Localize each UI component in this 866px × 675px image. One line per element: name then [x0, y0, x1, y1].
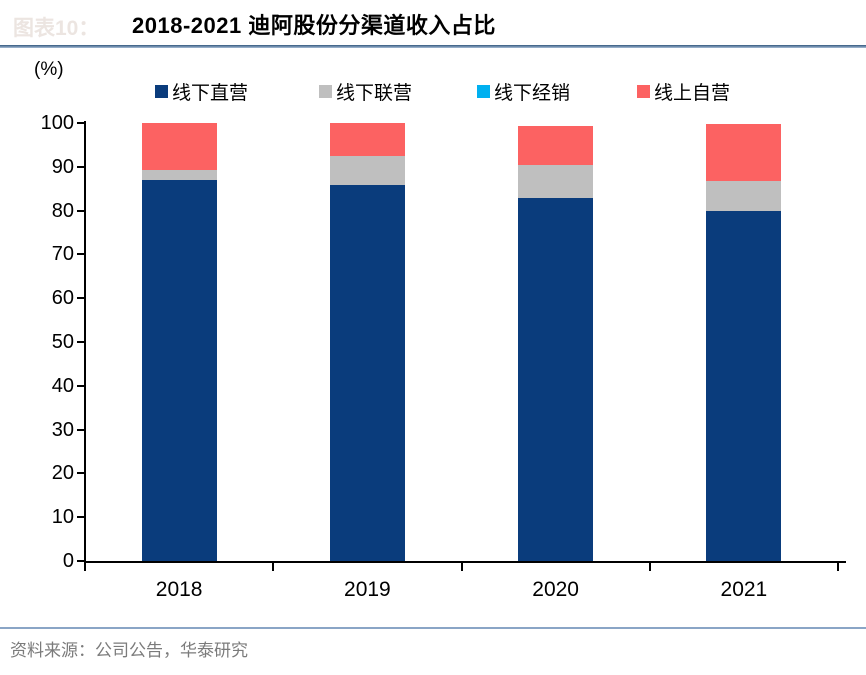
- bar-segment: [706, 181, 782, 211]
- legend-swatch-icon: [637, 84, 650, 98]
- y-axis-tick: [77, 253, 84, 256]
- y-axis-tick: [77, 341, 84, 343]
- y-axis-tick-label: 0: [62, 550, 74, 572]
- x-axis-category-label: 2020: [532, 578, 579, 601]
- x-axis-category-label: 2019: [344, 578, 391, 601]
- footer-divider: [0, 627, 866, 629]
- legend: 线下直营 线下联营 线下经销 线上自营: [0, 80, 866, 104]
- bar-segment: [329, 123, 405, 156]
- y-axis-tick: [77, 384, 84, 387]
- x-axis-tick: [648, 563, 651, 571]
- y-axis: [84, 121, 86, 563]
- legend-swatch-icon: [155, 84, 168, 98]
- bar-segment: [329, 184, 405, 561]
- y-axis-tick-label: 50: [51, 331, 74, 353]
- y-axis-tick-label: 70: [51, 243, 74, 266]
- legend-item: 线下直营: [155, 80, 249, 104]
- y-axis-tick-label: 60: [51, 287, 74, 310]
- x-axis-category-label: 2018: [155, 578, 203, 601]
- figure-number-label: 图表10：: [13, 17, 100, 40]
- bar-segment: [329, 155, 405, 185]
- y-axis-tick-label: 100: [40, 112, 74, 134]
- y-axis-tick: [77, 560, 84, 562]
- y-axis-tick: [77, 122, 84, 124]
- bar-segment: [141, 170, 217, 180]
- y-axis-tick-label: 10: [51, 506, 74, 529]
- bar-segment: [141, 123, 217, 171]
- chart-title: 2018-2021 迪阿股份分渠道收入占比: [132, 13, 496, 38]
- x-axis-tick: [460, 563, 463, 571]
- x-axis-tick: [84, 563, 86, 571]
- x-axis-tick: [272, 563, 275, 571]
- y-axis-tick-label: 90: [51, 155, 74, 178]
- legend-item: 线下经销: [477, 80, 571, 104]
- y-axis-tick: [77, 209, 84, 212]
- y-axis-tick-label: 30: [51, 418, 74, 441]
- legend-label: 线下联营: [336, 82, 413, 104]
- y-axis-tick: [77, 472, 84, 475]
- source-note: 资料来源：公司公告，华泰研究: [10, 641, 248, 660]
- bar-segment: [706, 124, 782, 182]
- y-axis-tick-label: 20: [51, 462, 74, 485]
- x-axis: [84, 561, 846, 563]
- y-axis-tick-label: 80: [51, 199, 74, 222]
- legend-swatch-icon: [477, 84, 490, 98]
- title-divider: [0, 45, 866, 48]
- bar-segment: [706, 210, 782, 561]
- legend-swatch-icon: [319, 84, 332, 98]
- bar-segment: [518, 125, 594, 165]
- bar-segment: [518, 164, 594, 199]
- y-axis-tick: [77, 165, 84, 168]
- y-axis-unit-label: (%): [34, 59, 64, 80]
- y-axis-tick-label: 40: [51, 374, 74, 397]
- y-axis-tick: [77, 516, 84, 519]
- legend-label: 线下直营: [172, 82, 249, 104]
- bar-segment: [518, 198, 594, 561]
- x-axis-tick: [837, 563, 839, 571]
- x-axis-category-label: 2021: [720, 578, 768, 601]
- y-axis-tick: [77, 297, 84, 300]
- legend-label: 线下经销: [494, 82, 571, 104]
- legend-item: 线上自营: [637, 80, 731, 104]
- y-axis-tick: [77, 428, 84, 431]
- legend-label: 线上自营: [654, 82, 731, 104]
- bar-segment: [141, 179, 217, 561]
- legend-item: 线下联营: [319, 80, 413, 104]
